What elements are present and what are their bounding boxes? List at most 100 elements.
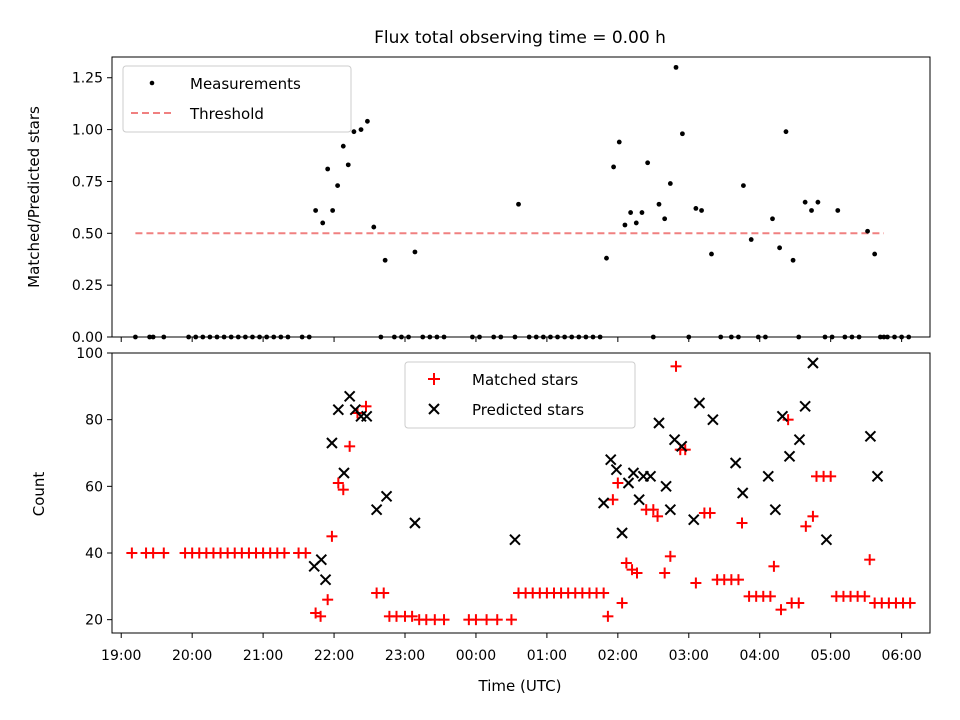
top-ytick-label: 0.50 bbox=[72, 226, 103, 242]
bottom-ytick-label: 100 bbox=[76, 346, 103, 362]
chart-title: Flux total observing time = 0.00 h bbox=[374, 28, 666, 48]
matched-star-point bbox=[481, 614, 493, 626]
predicted-star-point bbox=[332, 403, 345, 416]
matched-star-point bbox=[326, 530, 338, 542]
bottom-xtick-label: 19:00 bbox=[101, 648, 141, 664]
bottom-ytick-label: 80 bbox=[85, 413, 103, 429]
matched-star-point bbox=[864, 554, 876, 566]
predicted-star-point bbox=[605, 453, 617, 466]
predicted-star-point bbox=[864, 430, 877, 443]
predicted-star-point bbox=[326, 437, 338, 449]
matched-star-point bbox=[406, 610, 418, 622]
bottom-xticks: 19:00 20:00 21:00 22:00 23:00 00:00 01:00 02:00… bbox=[101, 633, 922, 664]
measurement-point bbox=[673, 64, 679, 70]
matched-star-point bbox=[491, 614, 503, 626]
measurement-point bbox=[345, 162, 351, 168]
legend-predicted-marker bbox=[428, 403, 440, 415]
measurement-point bbox=[865, 228, 870, 234]
matched-star-point bbox=[620, 557, 632, 569]
measurement-point bbox=[748, 237, 754, 242]
legend-matched-marker bbox=[428, 373, 440, 385]
predicted-star-point bbox=[799, 400, 811, 413]
bottom-ytick-label: 60 bbox=[85, 479, 103, 495]
bottom-xtick-label: 02:00 bbox=[598, 648, 638, 664]
matched-star-point bbox=[859, 590, 871, 602]
matched-star-point bbox=[612, 477, 624, 489]
predicted-star-point bbox=[380, 490, 393, 503]
bottom-ytick-label: 40 bbox=[85, 546, 103, 562]
matched-star-point bbox=[793, 597, 805, 609]
predicted-star-point bbox=[509, 533, 521, 546]
matched-star-point bbox=[704, 507, 716, 519]
measurement-point bbox=[770, 216, 775, 222]
matched-star-point bbox=[616, 597, 628, 609]
predicted-star-point bbox=[660, 480, 672, 493]
predicted-star-point bbox=[762, 470, 774, 483]
measurement-point bbox=[872, 251, 878, 257]
measurement-point bbox=[693, 206, 699, 211]
matched-star-point bbox=[322, 594, 334, 606]
predicted-star-point bbox=[409, 517, 421, 529]
measurement-point bbox=[320, 220, 326, 226]
measurement-point bbox=[699, 208, 704, 213]
measurement-point bbox=[802, 199, 808, 205]
bottom-legend: Matched stars Predicted stars bbox=[404, 361, 636, 429]
predicted-star-point bbox=[610, 463, 623, 476]
predicted-star-point bbox=[360, 410, 373, 423]
matched-star-point bbox=[602, 610, 614, 622]
predicted-star-point bbox=[871, 470, 884, 483]
predicted-star-point bbox=[616, 527, 628, 539]
top-axes-frame bbox=[111, 56, 931, 338]
matched-star-point bbox=[438, 614, 450, 626]
top-plot-area bbox=[133, 64, 912, 340]
bottom-xtick-label: 00:00 bbox=[456, 648, 496, 664]
top-ylabel: Matched/Predicted stars bbox=[25, 106, 43, 288]
measurement-point bbox=[680, 131, 685, 137]
bottom-xtick-label: 23:00 bbox=[385, 648, 425, 664]
bottom-xtick-label: 05:00 bbox=[810, 648, 850, 664]
measurement-point bbox=[382, 257, 388, 263]
matched-star-point bbox=[360, 400, 372, 412]
predicted-star-point bbox=[729, 457, 742, 469]
top-yticks: 0.00 0.25 0.50 0.75 1.00 1.25 bbox=[72, 71, 112, 346]
measurement-point bbox=[351, 129, 357, 135]
predicted-star-point bbox=[793, 433, 806, 446]
matched-star-point bbox=[768, 560, 780, 572]
predicted-star-point bbox=[664, 503, 677, 516]
predicted-star-point bbox=[597, 497, 610, 509]
bottom-xtick-label: 03:00 bbox=[669, 648, 709, 664]
bottom-xtick-label: 04:00 bbox=[740, 648, 780, 664]
legend-measurements-marker bbox=[149, 80, 155, 86]
bottom-xtick-label: 01:00 bbox=[527, 648, 567, 664]
top-legend: Measurements Threshold bbox=[122, 65, 352, 133]
matched-star-point bbox=[278, 547, 290, 559]
measurement-point bbox=[815, 199, 821, 205]
measurement-point bbox=[622, 222, 628, 228]
measurement-point bbox=[412, 249, 418, 255]
measurement-point bbox=[639, 210, 645, 215]
measurement-point bbox=[662, 216, 668, 222]
matched-star-point bbox=[690, 577, 702, 589]
measurement-point bbox=[330, 208, 336, 213]
predicted-star-point bbox=[807, 357, 819, 369]
measurement-point bbox=[645, 160, 651, 166]
matched-star-point bbox=[378, 587, 390, 599]
measurement-point bbox=[340, 143, 346, 149]
matched-star-point bbox=[429, 614, 441, 626]
matched-star-point bbox=[598, 587, 610, 599]
matched-star-point bbox=[315, 610, 327, 622]
measurement-point bbox=[335, 183, 341, 188]
predicted-star-point bbox=[370, 503, 383, 516]
predicted-star-point bbox=[622, 477, 635, 489]
top-legend-box bbox=[122, 65, 352, 133]
matched-star-point bbox=[337, 484, 349, 496]
predicted-star-point bbox=[783, 450, 796, 463]
predicted-star-point bbox=[653, 417, 665, 429]
measurement-point bbox=[835, 208, 841, 213]
measurement-point bbox=[667, 181, 673, 186]
matched-star-point bbox=[126, 547, 138, 559]
matched-star-point bbox=[670, 360, 682, 372]
bottom-ylabel: Count bbox=[30, 472, 48, 517]
measurement-point bbox=[604, 255, 609, 261]
predicted-star-point bbox=[736, 487, 749, 499]
